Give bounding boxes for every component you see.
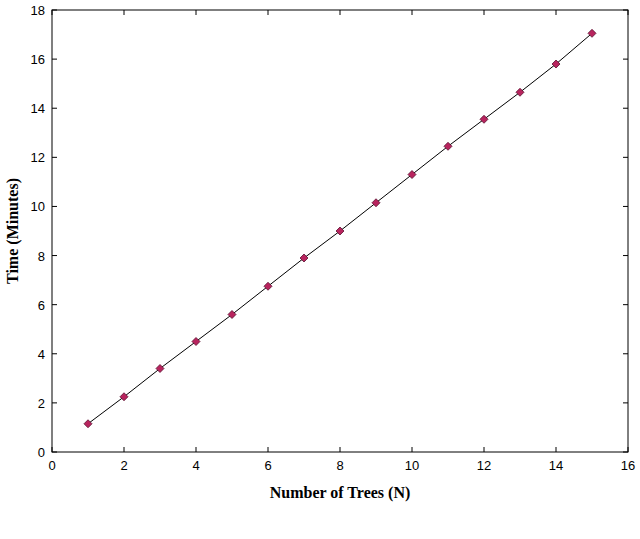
x-tick-label: 4 (192, 458, 199, 473)
plot-area (84, 29, 596, 427)
data-point (264, 282, 272, 290)
x-tick-top (556, 10, 557, 15)
y-tick (52, 353, 57, 354)
x-tick-top (412, 10, 413, 15)
data-point (588, 29, 596, 37)
y-tick-label: 12 (31, 150, 45, 165)
data-point (444, 142, 452, 150)
x-tick-label: 0 (48, 458, 55, 473)
x-tick-label: 2 (120, 458, 127, 473)
x-tick-label: 6 (264, 458, 271, 473)
y-tick-label: 8 (38, 249, 45, 264)
y-tick (52, 59, 57, 60)
x-tick-label: 12 (477, 458, 491, 473)
y-tick (52, 108, 57, 109)
x-tick (556, 447, 557, 452)
data-point (480, 115, 488, 123)
x-tick-top (628, 10, 629, 15)
chart-root: 0 2 4 6 8 10 12 14 16 0 2 4 6 8 10 12 14 16 18 Number of Tr… (0, 0, 640, 539)
plot-frame (52, 10, 628, 452)
x-tick (52, 447, 53, 452)
y-tick-right (623, 402, 628, 403)
x-tick (124, 447, 125, 452)
y-tick-right (623, 10, 628, 11)
y-tick (52, 402, 57, 403)
y-tick-right (623, 353, 628, 354)
y-tick (52, 10, 57, 11)
x-tick (412, 447, 413, 452)
y-tick (52, 452, 57, 453)
data-point (516, 88, 524, 96)
y-tick-right (623, 304, 628, 305)
x-tick-label: 10 (405, 458, 419, 473)
data-point (336, 227, 344, 235)
chart-svg: 0 2 4 6 8 10 12 14 16 0 2 4 6 8 10 12 14 16 18 Number of Tr… (0, 0, 640, 539)
y-tick-label: 18 (31, 3, 45, 18)
x-tick (484, 447, 485, 452)
x-tick (196, 447, 197, 452)
x-tick-top (340, 10, 341, 15)
x-tick-top (52, 10, 53, 15)
x-tick-top (268, 10, 269, 15)
y-tick (52, 255, 57, 256)
x-tick-label: 16 (621, 458, 635, 473)
y-axis-label: Time (Minutes) (4, 178, 22, 284)
data-point (192, 338, 200, 346)
data-point (300, 254, 308, 262)
x-tick (340, 447, 341, 452)
y-tick-label: 0 (38, 445, 45, 460)
y-tick-right (623, 255, 628, 256)
y-tick-label: 16 (31, 52, 45, 67)
data-point (372, 199, 380, 207)
data-point (228, 310, 236, 318)
y-tick-label: 4 (38, 347, 45, 362)
x-tick-top (196, 10, 197, 15)
y-tick-label: 2 (38, 396, 45, 411)
x-tick-top (124, 10, 125, 15)
y-tick-label: 14 (31, 101, 45, 116)
y-tick (52, 157, 57, 158)
x-tick (628, 447, 629, 452)
data-point (156, 365, 164, 373)
y-tick-label: 10 (31, 199, 45, 214)
y-tick-right (623, 452, 628, 453)
y-tick-right (623, 108, 628, 109)
data-point (552, 60, 560, 68)
x-axis-label: Number of Trees (N) (270, 484, 411, 502)
x-tick (268, 447, 269, 452)
data-point (84, 420, 92, 428)
x-tick-top (484, 10, 485, 15)
y-tick (52, 304, 57, 305)
y-tick (52, 206, 57, 207)
y-tick-right (623, 59, 628, 60)
x-tick-label: 8 (336, 458, 343, 473)
y-tick-label: 6 (38, 298, 45, 313)
y-tick-right (623, 157, 628, 158)
x-tick-label: 14 (549, 458, 563, 473)
data-point (408, 171, 416, 179)
y-tick-right (623, 206, 628, 207)
data-line (88, 33, 592, 423)
data-point (120, 393, 128, 401)
